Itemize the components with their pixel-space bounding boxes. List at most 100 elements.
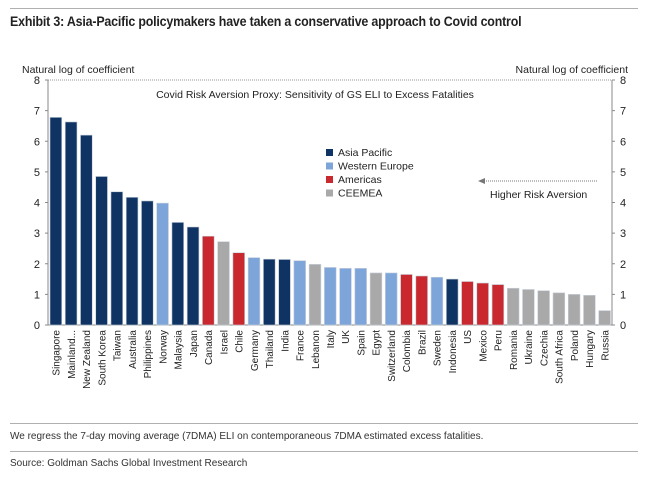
bar-switzerland (385, 272, 398, 326)
bar-singapore (49, 117, 63, 326)
y-tick-label-right: 6 (620, 136, 626, 148)
x-tick-label: Singapore (52, 330, 63, 376)
x-tick-label: South Africa (555, 330, 566, 384)
y-tick-label-right: 1 (620, 289, 626, 301)
y-tick-label-left: 6 (34, 136, 40, 148)
bar-romania (506, 287, 520, 326)
x-tick-label: Italy (326, 330, 337, 348)
bar-italy (324, 267, 337, 326)
source-rule (10, 451, 638, 452)
footnote-rule (10, 423, 638, 424)
bar-south-africa (552, 292, 566, 326)
x-tick-label: Hungary (585, 330, 596, 368)
footnote: We regress the 7-day moving average (7DM… (10, 431, 484, 442)
bar-poland (567, 294, 581, 326)
bar-czechia (537, 290, 550, 326)
x-tick-label: South Korea (97, 330, 108, 386)
y-tick-label-left: 1 (34, 289, 40, 301)
arrow-left-icon (478, 178, 485, 184)
y-tick-label-left: 5 (34, 167, 40, 179)
bar-new-zealand (80, 134, 93, 326)
x-tick-label: Germany (250, 330, 261, 371)
x-tick-label: Israel (219, 330, 230, 354)
bar-ukraine (522, 289, 535, 326)
legend-label: CEEMEA (338, 188, 382, 200)
x-tick-label: Colombia (402, 330, 413, 373)
legend-swatch (326, 189, 333, 197)
bar-south-korea (95, 176, 108, 326)
y-tick-label-right: 4 (620, 198, 626, 210)
bar-canada (202, 235, 215, 326)
x-tick-label: Spain (356, 330, 367, 356)
exhibit-title: Exhibit 3: Asia-Pacific policymakers hav… (10, 14, 522, 29)
bar-mexico (476, 282, 489, 326)
bar-uk (339, 268, 352, 326)
bar-philippines (141, 200, 154, 326)
bar-egypt (369, 272, 383, 326)
bar-us (461, 281, 474, 326)
bar-norway (156, 202, 169, 326)
bar-indonesia (446, 278, 459, 326)
legend-label: Americas (338, 174, 382, 186)
x-tick-label: Chile (235, 330, 246, 353)
x-tick-label: Canada (204, 330, 215, 365)
bar-france (293, 260, 306, 326)
bar-india (278, 259, 291, 326)
x-tick-label: India (280, 330, 291, 352)
x-tick-label: Indonesia (448, 330, 459, 374)
x-tick-label: Norway (158, 330, 169, 364)
y-tick-label-left: 7 (34, 106, 40, 118)
bar-brazil (415, 275, 428, 326)
bar-chile (232, 252, 245, 326)
x-tick-label: Egypt (372, 330, 383, 356)
x-tick-label: Japan (189, 330, 200, 357)
legend-swatch (326, 162, 333, 170)
top-rule (10, 8, 638, 9)
y-tick-label-right: 8 (620, 75, 626, 87)
bar-spain (354, 268, 367, 326)
x-tick-label: Russia (600, 330, 611, 361)
source-note: Source: Goldman Sachs Global Investment … (10, 458, 248, 469)
bar-malaysia (171, 222, 184, 326)
x-tick-label: France (296, 330, 307, 362)
bar-colombia (400, 274, 413, 326)
bar-thailand (263, 258, 276, 326)
legend-label: Western Europe (338, 161, 414, 173)
bar-taiwan (110, 191, 124, 326)
x-tick-label: Peru (494, 330, 505, 351)
y-axis-label-right: Natural log of coefficient (516, 64, 629, 76)
x-tick-label: US (463, 330, 474, 344)
y-tick-label-left: 8 (34, 75, 40, 87)
bar-peru (491, 284, 505, 326)
x-tick-label: Mexico (478, 330, 489, 362)
x-tick-label: New Zealand (82, 330, 93, 389)
x-tick-label: Czechia (539, 330, 550, 367)
x-tick-label: Australia (128, 330, 139, 369)
x-tick-label: Thailand (265, 330, 276, 368)
x-tick-label: Taiwan (113, 330, 124, 361)
legend-label: Asia Pacific (338, 147, 392, 159)
y-axis-label-left: Natural log of coefficient (22, 64, 135, 76)
y-tick-label-left: 4 (34, 198, 40, 210)
bar-australia (125, 196, 139, 326)
legend-swatch (326, 176, 333, 183)
bar-japan (186, 226, 200, 326)
bar-israel (217, 241, 230, 326)
bar-russia (598, 310, 611, 326)
x-tick-label: Poland (570, 330, 581, 361)
x-tick-label: Sweden (433, 330, 444, 366)
y-tick-label-right: 2 (620, 259, 626, 271)
legend-swatch (326, 149, 333, 156)
annotation-text: Higher Risk Aversion (490, 189, 587, 201)
x-tick-label: Mainland... (67, 330, 78, 379)
x-tick-label: UK (341, 330, 352, 344)
y-tick-label-left: 0 (34, 320, 40, 332)
x-tick-label: Philippines (143, 330, 154, 378)
y-tick-label-right: 3 (620, 228, 626, 240)
y-tick-label-left: 3 (34, 228, 40, 240)
x-tick-label: Malaysia (174, 330, 185, 370)
bar-sweden (430, 276, 444, 326)
bar-mainland- (64, 121, 78, 326)
